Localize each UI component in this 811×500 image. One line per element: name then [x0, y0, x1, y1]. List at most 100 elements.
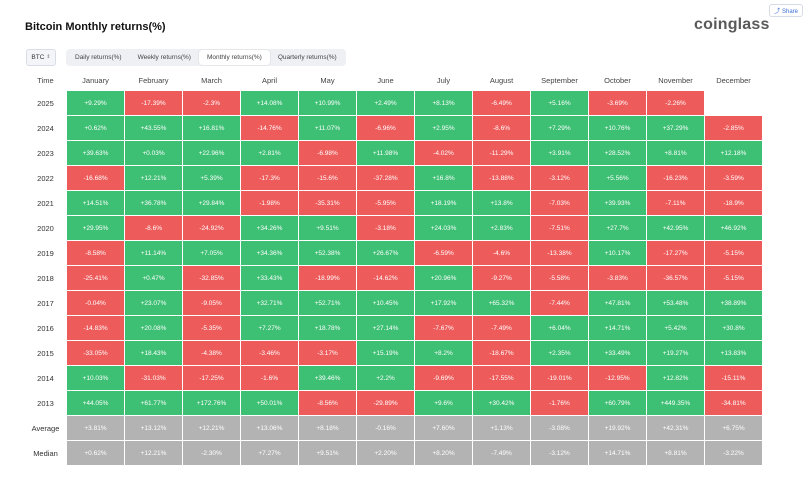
return-cell: -18.99%: [298, 265, 357, 291]
return-cell: -8.6%: [472, 115, 531, 141]
summary-cell: +9.51%: [298, 440, 357, 466]
summary-cell: +12.21%: [124, 440, 183, 466]
return-cell: +36.78%: [124, 190, 183, 216]
return-cell: -6.59%: [414, 240, 473, 266]
summary-cell: +13.12%: [124, 415, 183, 441]
year-label: 2025: [24, 90, 67, 116]
return-cell: -2.85%: [704, 115, 763, 141]
share-button[interactable]: ⤴ Share: [769, 4, 803, 17]
return-cell: -17.55%: [472, 365, 531, 391]
column-header-november: November: [658, 75, 693, 85]
return-cell: +34.36%: [240, 240, 299, 266]
return-cell: +14.08%: [240, 90, 299, 116]
year-label: 2021: [24, 190, 67, 216]
summary-cell: +8.81%: [646, 440, 705, 466]
return-cell: +13.8%: [472, 190, 531, 216]
return-cell: [704, 90, 763, 116]
year-label: 2023: [24, 140, 67, 166]
return-cell: +2.81%: [240, 140, 299, 166]
year-label: 2019: [24, 240, 67, 266]
return-cell: +9.6%: [414, 390, 473, 416]
column-header-may: May: [320, 75, 335, 85]
coin-select[interactable]: BTC ⇕: [26, 49, 56, 66]
tab-weekly-returns[interactable]: Weekly returns(%): [137, 54, 191, 61]
return-cell: +9.51%: [298, 215, 357, 241]
return-cell: -33.05%: [66, 340, 125, 366]
return-cell: +13.83%: [704, 340, 763, 366]
summary-cell: +8.18%: [298, 415, 357, 441]
return-cell: +20.96%: [414, 265, 473, 291]
return-cell: -24.92%: [182, 215, 241, 241]
summary-label: Median: [24, 440, 67, 466]
return-cell: +44.05%: [66, 390, 125, 416]
brand-logo: coinglass: [694, 16, 770, 33]
return-cell: +5.16%: [530, 90, 589, 116]
return-cell: +20.08%: [124, 315, 183, 341]
return-cell: +47.81%: [588, 290, 647, 316]
return-cell: -15.6%: [298, 165, 357, 191]
summary-cell: -3.12%: [530, 440, 589, 466]
column-header-june: June: [377, 75, 394, 85]
return-cell: -3.83%: [588, 265, 647, 291]
return-cell: -17.3%: [240, 165, 299, 191]
year-label: 2016: [24, 315, 67, 341]
return-cell: +8.2%: [414, 340, 473, 366]
return-cell: -3.12%: [530, 165, 589, 191]
return-cell: -13.88%: [472, 165, 531, 191]
return-cell: -13.38%: [530, 240, 589, 266]
table-row: 2015 -33.05% +18.43% -4.38% -3.46% -3.17% +15.…: [24, 340, 763, 366]
return-cell: +23.07%: [124, 290, 183, 316]
return-cell: -5.58%: [530, 265, 589, 291]
return-cell: +5.42%: [646, 315, 705, 341]
return-cell: -9.27%: [472, 265, 531, 291]
return-cell: -7.03%: [530, 190, 589, 216]
return-cell: +11.14%: [124, 240, 183, 266]
return-cell: +30.8%: [704, 315, 763, 341]
return-cell: -8.56%: [298, 390, 357, 416]
year-label: 2015: [24, 340, 67, 366]
return-cell: +53.48%: [646, 290, 705, 316]
return-cell: +29.95%: [66, 215, 125, 241]
return-cell: +34.26%: [240, 215, 299, 241]
return-cell: +16.8%: [414, 165, 473, 191]
summary-cell: +0.62%: [66, 440, 125, 466]
return-cell: +43.55%: [124, 115, 183, 141]
summary-cell: +7.60%: [414, 415, 473, 441]
return-cell: -3.18%: [356, 215, 415, 241]
year-label: 2022: [24, 165, 67, 191]
table-row: 2021 +14.51% +36.78% +29.84% -1.98% -35.31% -5…: [24, 190, 763, 216]
table-row: 2013 +44.05% +61.77% +172.76% +50.01% -8.56% -…: [24, 390, 763, 416]
controls-bar: BTC ⇕ Daily returns(%) Weekly returns(%)…: [26, 49, 346, 66]
return-cell: -35.31%: [298, 190, 357, 216]
return-cell: +26.67%: [356, 240, 415, 266]
return-cell: +0.62%: [66, 115, 125, 141]
return-cell: -14.62%: [356, 265, 415, 291]
year-label: 2017: [24, 290, 67, 316]
table-row: 2018 -25.41% +0.47% -32.85% +33.43% -18.99% -1…: [24, 265, 763, 291]
return-cell: +0.47%: [124, 265, 183, 291]
summary-row: Median +0.62% +12.21% -2.30% +7.27% +9.51% +2.…: [24, 440, 763, 466]
tab-quarterly-returns[interactable]: Quarterly returns(%): [277, 54, 337, 61]
table-row: 2023 +39.63% +0.03% +22.96% +2.81% -6.98% +11.…: [24, 140, 763, 166]
return-cell: -6.96%: [356, 115, 415, 141]
return-cell: -5.15%: [704, 265, 763, 291]
return-cell: -2.26%: [646, 90, 705, 116]
return-cell: +60.79%: [588, 390, 647, 416]
page-title: Bitcoin Monthly returns(%): [25, 21, 166, 33]
return-cell: +28.52%: [588, 140, 647, 166]
return-cell: -3.69%: [588, 90, 647, 116]
return-cell: +7.29%: [530, 115, 589, 141]
tab-monthly-returns[interactable]: Monthly returns(%): [198, 50, 270, 65]
return-cell: -3.59%: [704, 165, 763, 191]
return-cell: -1.6%: [240, 365, 299, 391]
tab-daily-returns[interactable]: Daily returns(%): [75, 54, 122, 61]
return-cell: +2.49%: [356, 90, 415, 116]
return-cell: +9.29%: [66, 90, 125, 116]
share-icon: ⤴: [774, 9, 781, 15]
return-cell: -17.39%: [124, 90, 183, 116]
return-cell: +38.89%: [704, 290, 763, 316]
return-cell: +11.98%: [356, 140, 415, 166]
return-cell: +33.43%: [240, 265, 299, 291]
return-cell: +5.56%: [588, 165, 647, 191]
return-cell: -8.6%: [124, 215, 183, 241]
